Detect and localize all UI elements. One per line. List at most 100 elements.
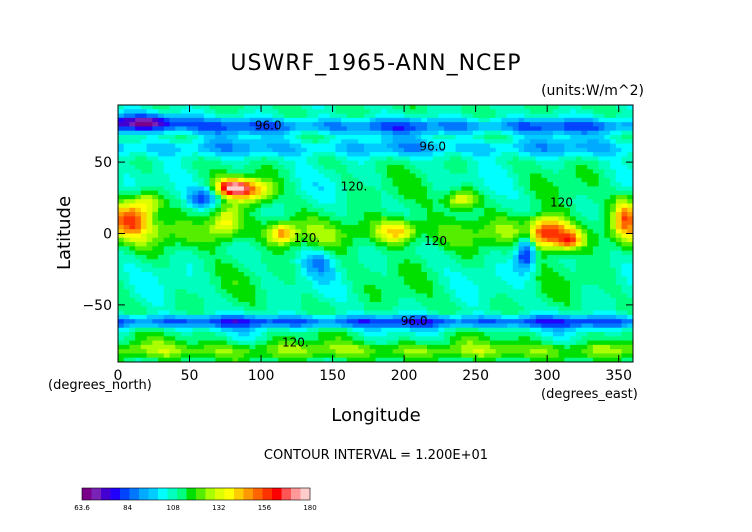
heatmap-cell: [123, 327, 130, 333]
heatmap-cell: [329, 207, 336, 213]
heatmap-cell: [335, 344, 342, 350]
heatmap-cell: [152, 280, 159, 286]
heatmap-cell: [238, 117, 245, 123]
heatmap-cell: [283, 122, 291, 127]
heatmap-cell: [547, 164, 554, 170]
heatmap-cell: [484, 126, 491, 132]
heatmap-cell: [306, 344, 313, 350]
heatmap-cell: [558, 139, 565, 144]
heatmap-cell: [449, 310, 457, 316]
heatmap-cell: [123, 207, 130, 213]
heatmap-cell: [495, 280, 502, 286]
heatmap-cell: [295, 229, 302, 234]
heatmap-cell: [381, 306, 388, 311]
heatmap-cell: [375, 327, 382, 333]
heatmap-cell: [381, 216, 388, 222]
heatmap-cell: [289, 194, 296, 200]
heatmap-cell: [283, 199, 291, 204]
heatmap-cell: [552, 147, 560, 153]
heatmap-cell: [432, 113, 439, 119]
heatmap-cell: [301, 353, 308, 359]
heatmap-cell: [238, 280, 245, 286]
heatmap-cell: [547, 220, 554, 226]
heatmap-cell: [243, 164, 251, 170]
heatmap-cell: [180, 177, 188, 183]
heatmap-cell: [535, 280, 542, 286]
heatmap-cell: [295, 310, 302, 316]
heatmap-cell: [163, 186, 170, 192]
heatmap-cell: [558, 186, 565, 192]
heatmap-cell: [318, 314, 325, 320]
heatmap-cell: [564, 147, 571, 153]
heatmap-cell: [146, 319, 153, 324]
heatmap-cell: [375, 349, 382, 354]
heatmap-cell: [478, 340, 485, 346]
heatmap-cell: [175, 280, 182, 286]
heatmap-cell: [209, 353, 216, 359]
heatmap-cell: [335, 224, 342, 230]
heatmap-cell: [346, 122, 354, 127]
heatmap-cell: [329, 237, 336, 243]
heatmap-cell: [398, 147, 405, 153]
heatmap-cell: [547, 126, 554, 132]
heatmap-cell: [324, 272, 331, 277]
heatmap-cell: [329, 216, 336, 222]
heatmap-cell: [255, 194, 262, 200]
heatmap-cell: [180, 242, 188, 247]
heatmap-cell: [524, 130, 531, 136]
heatmap-cell: [180, 310, 188, 316]
heatmap-cell: [346, 259, 354, 264]
heatmap-cell: [524, 357, 531, 362]
heatmap-cell: [209, 237, 216, 243]
heatmap-cell: [575, 302, 582, 307]
heatmap-cell: [243, 289, 251, 294]
heatmap-cell: [518, 194, 525, 200]
heatmap-cell: [249, 169, 256, 174]
heatmap-cell: [547, 233, 554, 239]
heatmap-cell: [312, 267, 319, 273]
heatmap-cell: [215, 147, 222, 153]
heatmap-cell: [564, 242, 571, 247]
heatmap-cell: [129, 340, 136, 346]
heatmap-cell: [243, 130, 251, 136]
heatmap-cell: [192, 297, 199, 303]
heatmap-cell: [472, 229, 479, 234]
heatmap-cell: [335, 349, 342, 354]
heatmap-cell: [432, 152, 439, 157]
heatmap-cell: [318, 194, 325, 200]
heatmap-cell: [215, 190, 222, 196]
heatmap-cell: [501, 160, 508, 166]
heatmap-cell: [404, 199, 411, 204]
heatmap-cell: [255, 237, 262, 243]
heatmap-cell: [501, 233, 508, 239]
heatmap-cell: [507, 267, 514, 273]
heatmap-cell: [295, 156, 302, 162]
heatmap-cell: [392, 212, 399, 217]
heatmap-cell: [512, 164, 519, 170]
heatmap-cell: [335, 105, 342, 110]
heatmap-cell: [226, 105, 233, 110]
heatmap-cell: [186, 263, 193, 269]
heatmap-cell: [249, 152, 256, 157]
heatmap-cell: [135, 139, 142, 144]
heatmap-cell: [587, 164, 594, 170]
heatmap-cell: [438, 147, 445, 153]
heatmap-cell: [140, 194, 148, 200]
heatmap-cell: [301, 280, 308, 286]
heatmap-cell: [461, 242, 468, 247]
heatmap-cell: [312, 156, 319, 162]
heatmap-cell: [301, 139, 308, 144]
heatmap-cell: [432, 344, 439, 350]
heatmap-cell: [484, 143, 491, 149]
heatmap-cell: [415, 340, 422, 346]
heatmap-cell: [324, 306, 331, 311]
heatmap-cell: [169, 190, 176, 196]
heatmap-cell: [364, 340, 371, 346]
heatmap-cell: [180, 336, 188, 341]
heatmap-cell: [209, 186, 216, 192]
heatmap-cell: [261, 332, 268, 337]
heatmap-cell: [135, 344, 142, 350]
heatmap-cell: [581, 297, 588, 303]
heatmap-cell: [192, 357, 199, 362]
heatmap-cell: [518, 233, 525, 239]
